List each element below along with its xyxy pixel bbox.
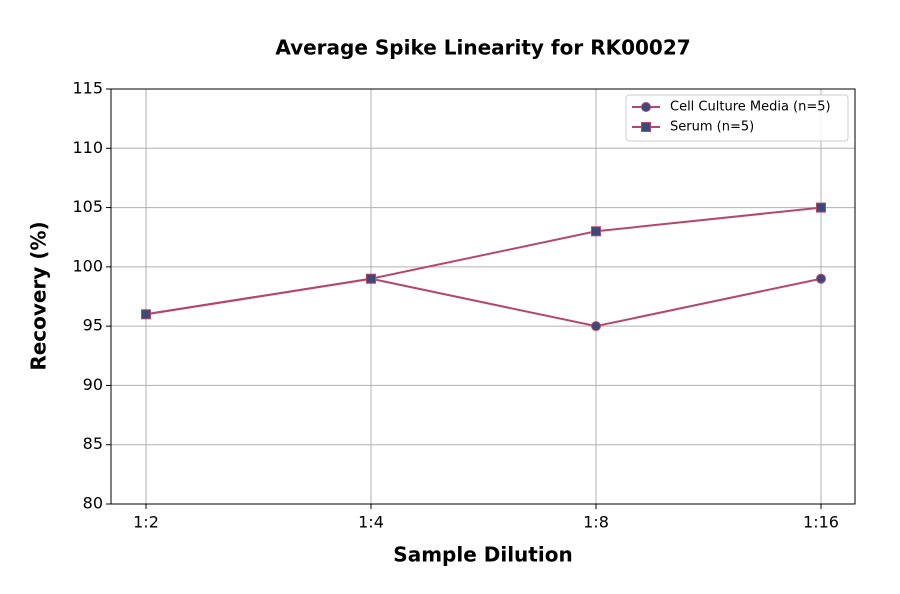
data-point (141, 309, 151, 320)
x-tick-label: 1:4 (358, 513, 384, 532)
legend-marker (641, 102, 651, 112)
y-tick-label: 115 (72, 79, 103, 98)
series-line (145, 277, 822, 328)
legend-marker (641, 122, 651, 132)
data-point (816, 202, 826, 213)
y-tick-label: 95 (83, 316, 103, 335)
data-point (366, 273, 376, 284)
data-point (591, 321, 601, 332)
data-point (591, 226, 601, 237)
y-axis-label: Recovery (%) (27, 221, 51, 370)
legend-label: Serum (n=5) (670, 120, 754, 135)
chart-title: Average Spike Linearity for RK00027 (275, 36, 690, 60)
plot-frame (110, 88, 856, 505)
x-tick-label: 1:8 (583, 513, 609, 532)
y-tick-label: 110 (72, 138, 103, 157)
legend-box (625, 94, 849, 142)
x-axis-label: Sample Dilution (393, 543, 572, 567)
y-tick-label: 100 (72, 256, 103, 275)
y-tick-label: 85 (83, 434, 103, 453)
legend: Cell Culture Media (n=5) Serum (n=5) (625, 94, 849, 142)
y-tick-label: 105 (72, 197, 103, 216)
y-tick-label: 80 (83, 494, 103, 513)
series-line (145, 206, 822, 316)
x-tick-label: 1:16 (803, 513, 839, 532)
legend-label: Cell Culture Media (n=5) (670, 100, 831, 115)
x-tick-label: 1:2 (133, 513, 159, 532)
y-tick-label: 90 (83, 375, 103, 394)
data-point (816, 273, 826, 284)
